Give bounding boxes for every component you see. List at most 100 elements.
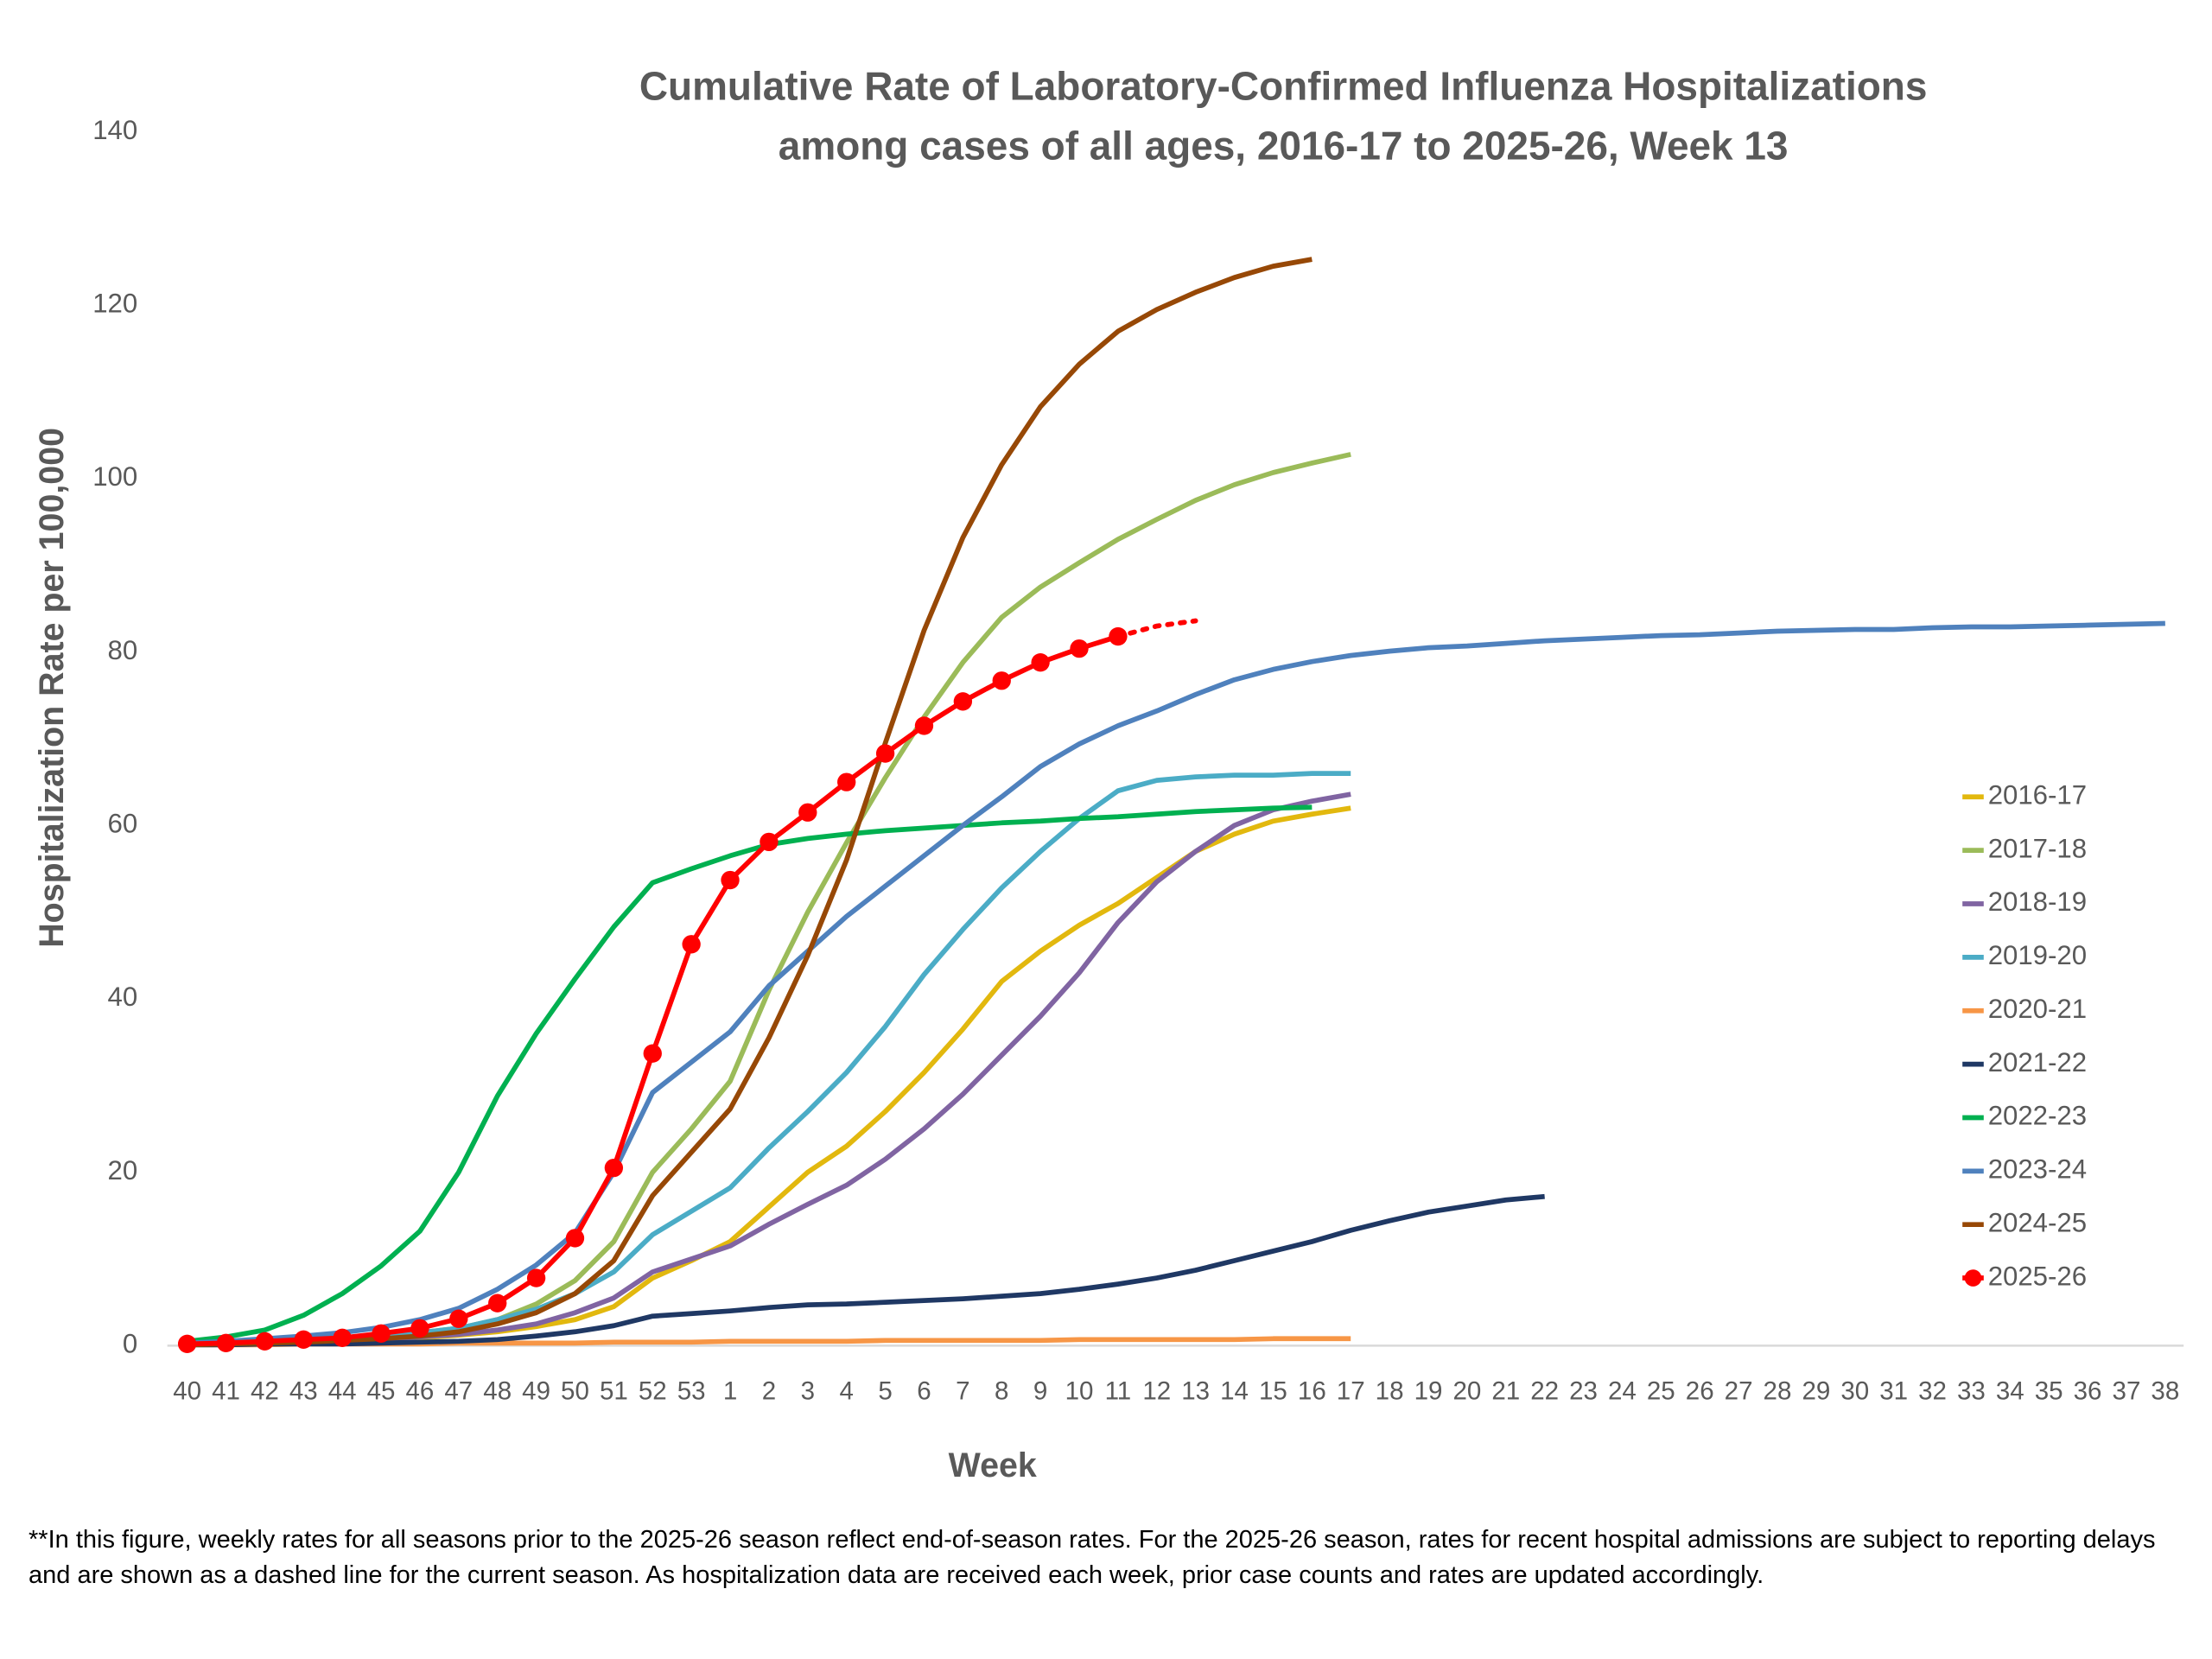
y-tick-label: 80 (108, 635, 138, 665)
x-tick-label: 42 (251, 1376, 279, 1405)
x-tick-label: 52 (639, 1376, 667, 1405)
x-tick-label: 51 (600, 1376, 628, 1405)
x-tick-label: 2 (762, 1376, 776, 1405)
x-tick-label: 19 (1414, 1376, 1443, 1405)
series-marker (526, 1268, 546, 1287)
y-tick-label: 60 (108, 809, 138, 839)
x-tick-label: 17 (1337, 1376, 1365, 1405)
x-tick-label: 32 (1918, 1376, 1947, 1405)
series-marker (372, 1324, 391, 1343)
x-tick-label: 33 (1957, 1376, 1986, 1405)
y-tick-label: 20 (108, 1155, 138, 1185)
series-marker (294, 1330, 313, 1349)
series-line-dashed (1116, 618, 1198, 639)
x-tick-label: 34 (1996, 1376, 2024, 1405)
x-tick-label: 47 (444, 1376, 473, 1405)
series-line (187, 620, 2165, 1346)
series-line (187, 791, 1351, 1348)
series-line (187, 257, 1313, 1348)
series-marker (643, 1044, 662, 1063)
legend-label: 2025-26 (1988, 1261, 2087, 1291)
x-tick-label: 46 (406, 1376, 435, 1405)
series-marker (216, 1333, 236, 1352)
x-tick-label: 49 (522, 1376, 550, 1405)
x-tick-label: 22 (1530, 1376, 1559, 1405)
series-line (187, 452, 1351, 1348)
footnote: **In this figure, weekly rates for all s… (29, 1526, 2156, 1589)
series-marker (682, 935, 701, 954)
y-tick-label: 0 (123, 1329, 137, 1359)
x-tick-label: 30 (1840, 1376, 1869, 1405)
x-tick-label: 24 (1608, 1376, 1637, 1405)
x-tick-label: 6 (917, 1376, 931, 1405)
x-tick-label: 16 (1298, 1376, 1326, 1405)
x-tick-label: 12 (1142, 1376, 1171, 1405)
x-tick-label: 9 (1033, 1376, 1047, 1405)
x-tick-label: 44 (328, 1376, 357, 1405)
series-marker (798, 803, 817, 822)
legend-label: 2018-19 (1988, 887, 2087, 917)
chart-title: among cases of all ages, 2016-17 to 2025… (779, 123, 1789, 168)
x-tick-label: 48 (483, 1376, 512, 1405)
series-marker (177, 1334, 197, 1353)
series-marker (992, 671, 1011, 690)
series-marker (410, 1319, 429, 1338)
x-tick-label: 41 (212, 1376, 240, 1405)
x-tick-label: 20 (1452, 1376, 1481, 1405)
x-tick-label: 10 (1065, 1376, 1094, 1405)
x-tick-label: 5 (878, 1376, 892, 1405)
series-marker (604, 1158, 624, 1178)
x-tick-label: 18 (1376, 1376, 1404, 1405)
x-tick-label: 23 (1569, 1376, 1598, 1405)
x-tick-label: 28 (1764, 1376, 1792, 1405)
legend-label: 2017-18 (1988, 833, 2087, 863)
x-tick-label: 15 (1259, 1376, 1287, 1405)
series-marker (565, 1229, 585, 1248)
series-marker (255, 1332, 275, 1351)
y-tick-label: 100 (92, 461, 137, 492)
x-tick-label: 3 (801, 1376, 815, 1405)
legend-marker (1964, 1269, 1982, 1287)
legend-label: 2022-23 (1988, 1101, 2087, 1131)
legend-label: 2024-25 (1988, 1207, 2087, 1237)
legend-label: 2021-22 (1988, 1047, 2087, 1077)
x-tick-label: 37 (2113, 1376, 2141, 1405)
y-axis-label: Hospitalization Rate per 100,000 (33, 428, 71, 948)
x-tick-label: 53 (677, 1376, 706, 1405)
x-tick-label: 7 (956, 1376, 969, 1405)
x-tick-label: 11 (1105, 1376, 1132, 1405)
legend-label: 2016-17 (1988, 779, 2087, 810)
legend-label: 2023-24 (1988, 1154, 2087, 1185)
series-marker (488, 1294, 507, 1313)
series-marker (1070, 639, 1089, 658)
y-tick-label: 140 (92, 115, 137, 145)
x-tick-label: 25 (1647, 1376, 1675, 1405)
series-marker (1031, 653, 1050, 672)
series-marker (914, 716, 934, 735)
x-tick-label: 35 (2035, 1376, 2063, 1405)
x-tick-label: 21 (1491, 1376, 1520, 1405)
series-line (187, 771, 1351, 1348)
chart-title: Cumulative Rate of Laboratory-Confirmed … (639, 64, 1928, 109)
x-tick-label: 40 (173, 1376, 201, 1405)
x-tick-label: 1 (723, 1376, 737, 1405)
x-tick-label: 38 (2151, 1376, 2179, 1405)
x-tick-label: 27 (1725, 1376, 1753, 1405)
series-marker (760, 832, 779, 852)
series-marker (449, 1309, 468, 1328)
y-tick-label: 40 (108, 982, 138, 1012)
x-tick-label: 31 (1879, 1376, 1908, 1405)
series-marker (1109, 626, 1128, 646)
legend-label: 2019-20 (1988, 940, 2087, 970)
series-line (187, 804, 1313, 1344)
series-line (187, 1193, 1545, 1348)
series-marker (721, 870, 740, 890)
x-axis-label: Week (949, 1446, 1037, 1484)
series-marker (837, 772, 856, 791)
x-tick-label: 4 (839, 1376, 853, 1405)
x-tick-label: 36 (2074, 1376, 2102, 1405)
x-tick-label: 26 (1686, 1376, 1714, 1405)
series-marker (953, 692, 973, 711)
